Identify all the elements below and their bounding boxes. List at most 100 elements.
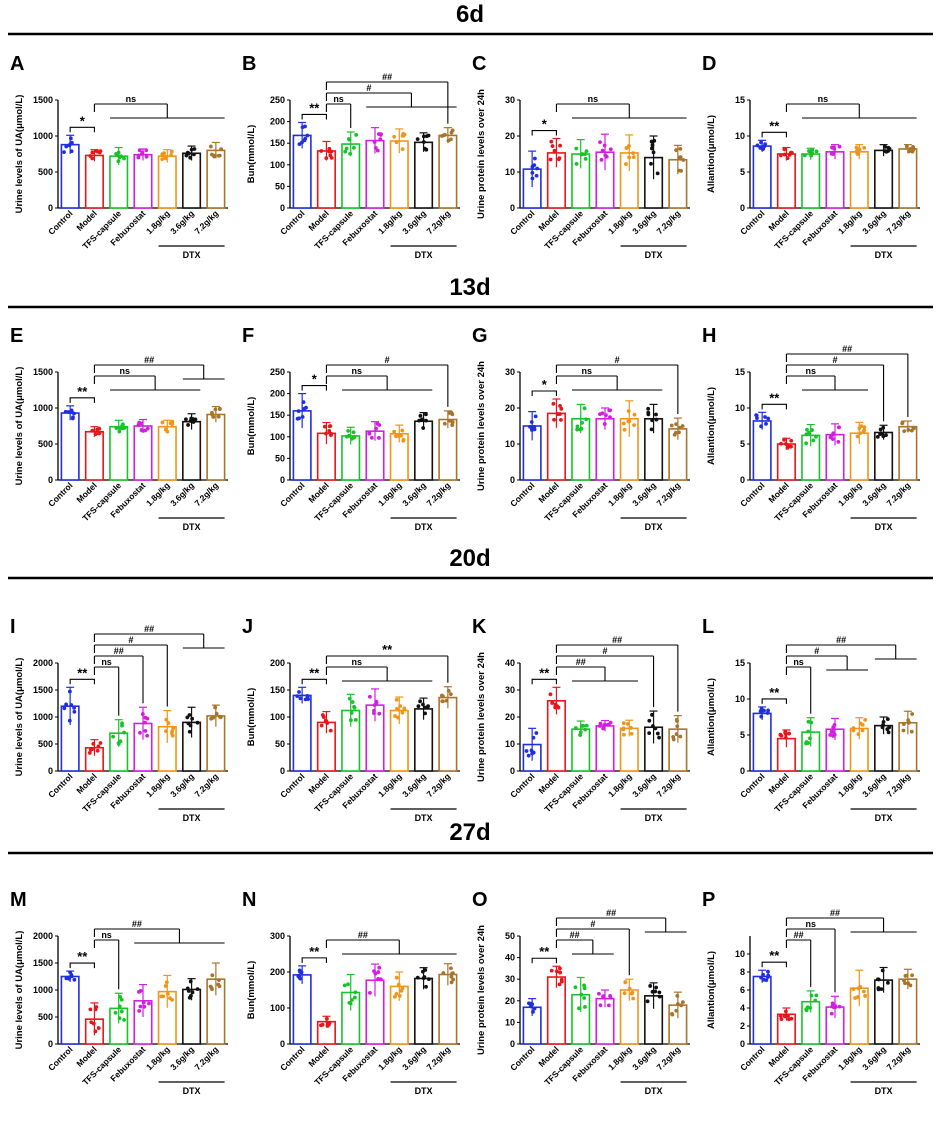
data-point: [116, 159, 121, 164]
data-point: [324, 156, 329, 161]
data-point: [396, 982, 401, 987]
data-point: [116, 741, 121, 745]
data-point: [549, 139, 554, 144]
data-point: [901, 728, 906, 733]
y-tick-label: 150: [270, 685, 285, 695]
data-point: [524, 749, 529, 753]
data-point: [446, 688, 451, 693]
data-point: [860, 722, 865, 727]
panel-letter: K: [472, 616, 487, 638]
data-point: [608, 408, 613, 413]
y-tick-label: 500: [38, 1012, 53, 1022]
significance-label: ns: [120, 366, 131, 376]
data-point: [783, 735, 788, 740]
bar-7.2g/kg: [438, 696, 458, 772]
y-tick-label: 250: [270, 95, 285, 105]
data-point: [622, 427, 627, 432]
group-label: DTX: [645, 1086, 663, 1096]
data-point: [629, 991, 634, 996]
data-point: [553, 702, 558, 707]
data-point: [424, 412, 428, 417]
data-point: [552, 148, 557, 153]
data-point: [632, 412, 637, 417]
data-point: [170, 421, 174, 426]
data-point: [66, 410, 71, 414]
data-point: [421, 134, 426, 139]
y-tick-label: 30: [505, 974, 515, 984]
x-tick-label: 3.6g/kg: [630, 771, 658, 799]
data-point: [763, 415, 767, 419]
data-point: [64, 144, 69, 149]
data-point: [648, 984, 653, 988]
significance-label: ##: [144, 355, 154, 365]
data-point: [342, 983, 347, 988]
data-point: [164, 729, 168, 734]
y-axis-label: Urine levels of UA(μmol/L): [14, 931, 25, 1050]
data-point: [62, 150, 66, 155]
data-point: [813, 998, 818, 1003]
data-point: [782, 437, 786, 442]
data-point: [654, 412, 658, 417]
x-tick-label: 1.8g/kg: [144, 208, 172, 236]
y-axis-label: Urine protein levels over 24h: [476, 361, 487, 491]
data-point: [218, 715, 223, 720]
data-point: [650, 712, 654, 717]
y-tick-label: 0: [740, 475, 745, 485]
data-point: [677, 430, 681, 435]
data-point: [190, 716, 195, 721]
data-point: [376, 970, 381, 974]
data-point: [621, 721, 626, 726]
data-point: [186, 989, 191, 993]
data-point: [674, 148, 678, 152]
data-point: [830, 145, 834, 150]
data-point: [97, 426, 102, 431]
data-point: [402, 132, 407, 137]
data-point: [603, 722, 608, 727]
bar-3.6g/kg: [414, 420, 434, 481]
data-point: [62, 706, 67, 711]
data-point: [602, 143, 607, 148]
y-tick-label: 10: [505, 439, 515, 449]
data-point: [319, 1023, 323, 1028]
data-point: [394, 434, 398, 439]
significance-label: **: [77, 949, 88, 964]
data-point: [559, 979, 564, 984]
data-point: [305, 694, 310, 699]
significance-label: ##: [842, 344, 852, 354]
section-title-6d: 6d: [456, 1, 484, 28]
data-point: [582, 986, 587, 991]
data-point: [629, 731, 634, 736]
x-tick-label: 1.8g/kg: [376, 1044, 404, 1072]
data-point: [764, 421, 768, 426]
data-point: [415, 975, 420, 980]
data-point: [653, 726, 658, 731]
bar-Control: [752, 975, 772, 1045]
data-point: [448, 418, 452, 423]
x-tick-label: 3.6g/kg: [860, 208, 888, 236]
significance-label: #: [128, 635, 133, 645]
data-point: [598, 412, 602, 416]
data-point: [164, 717, 169, 722]
data-point: [649, 161, 653, 166]
x-tick-label: 1.8g/kg: [606, 771, 634, 799]
data-point: [557, 982, 562, 987]
data-point: [372, 140, 377, 144]
data-point: [862, 989, 866, 994]
data-point: [163, 156, 168, 161]
data-point: [907, 720, 911, 725]
data-point: [297, 690, 301, 694]
data-point: [551, 401, 556, 406]
significance-label: #: [366, 83, 371, 93]
data-point: [325, 721, 330, 726]
data-point: [624, 162, 628, 166]
y-tick-label: 10: [505, 739, 515, 749]
data-point: [759, 714, 764, 719]
group-label: DTX: [415, 813, 433, 823]
data-point: [880, 968, 885, 973]
x-tick-label: 7.2g/kg: [884, 771, 912, 799]
data-point: [354, 132, 359, 137]
data-point: [675, 1002, 680, 1006]
y-tick-label: 10: [505, 1017, 515, 1027]
